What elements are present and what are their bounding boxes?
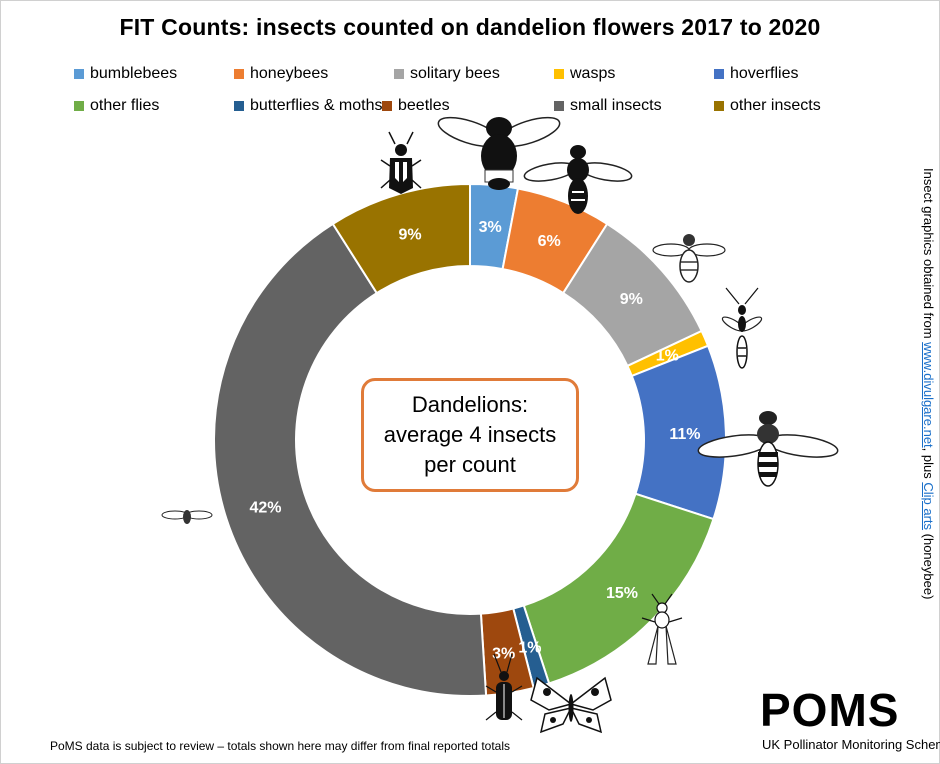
poms-logo-subtitle: UK Pollinator Monitoring Scheme [762,737,940,752]
legend-label: small insects [570,97,662,114]
legend-label: beetles [398,97,450,114]
legend-item-small-insects: small insects [554,97,662,115]
slice-label: 1% [518,639,541,656]
legend-label: other insects [730,97,821,114]
legend-item-honeybees: honeybees [234,65,328,83]
credit-suffix: (honeybee) [921,530,936,600]
slice-other-insects [331,182,471,295]
slice-label: 15% [606,585,638,602]
divulgare-link[interactable]: www.divulgare.net [921,342,936,448]
slice-label: 42% [250,499,282,516]
legend-swatch [714,69,724,79]
legend-label: butterflies & moths [250,97,383,114]
legend-swatch [394,69,404,79]
legend-item-other-flies: other flies [74,97,159,115]
legend-swatch [74,101,84,111]
legend-item-beetles: beetles [382,97,450,115]
legend-item-hoverflies: hoverflies [714,65,798,83]
center-annotation-line: per count [424,452,516,477]
slice-label: 3% [492,645,515,662]
legend-label: solitary bees [410,65,500,82]
legend-item-solitary-bees: solitary bees [394,65,500,83]
image-credit-text: Insect graphics obtained from www.divulg… [921,168,936,599]
honeybee-icon [523,145,633,214]
legend-swatch [554,69,564,79]
longhorn-beetle-icon [485,653,523,721]
bumblebee-icon [437,116,561,190]
legend-swatch [234,69,244,79]
center-annotation-line: Dandelions: [411,392,529,417]
legend-swatch [74,69,84,79]
slice-label: 9% [398,227,421,244]
legend-item-wasps: wasps [554,65,615,83]
slice-label: 3% [479,219,502,236]
legend-label: other flies [90,97,160,114]
legend-label: hoverflies [730,65,799,82]
legend-swatch [234,101,244,111]
legend-item-other-insects: other insects [714,97,821,115]
beetle-icon [380,131,422,194]
slice-label: 6% [538,233,561,250]
legend-item-bumblebees: bumblebees [74,65,177,83]
legend-item-butterflies-moths: butterflies & moths [234,97,383,115]
legend-label: wasps [570,65,616,82]
credit-middle: , plus [921,447,936,483]
legend-swatch [554,101,564,111]
chart-title: FIT Counts: insects counted on dandelion… [119,14,821,40]
slice-label: 1% [656,348,679,365]
legend-label: bumblebees [90,65,178,82]
slice-label: 11% [669,426,700,443]
center-annotation-line: average 4 insects [383,422,557,447]
butterfly-icon [530,676,612,734]
poms-logo-word: POMS [760,684,900,736]
clip-arts-link[interactable]: Clip arts [921,482,936,531]
legend-label: honeybees [250,65,329,82]
donut-slice-labels: 3%6%9%1%11%15%1%3%42%9% [250,219,701,662]
center-annotation: Dandelions: average 4 insects per count [361,378,579,492]
donut-slices [213,182,727,697]
legend-swatch [714,101,724,111]
legend-swatch [382,101,392,111]
wasp-icon [721,287,763,369]
slice-small-insects [213,222,488,697]
hoverfly-icon [697,411,839,487]
data-disclaimer: PoMS data is subject to review – totals … [50,739,510,753]
poms-logo: POMS UK Pollinator Monitoring Scheme [760,684,940,756]
other-fly-icon [641,593,683,665]
image-credit: Insect graphics obtained from www.divulg… [918,168,938,618]
small-insect-icon [161,510,213,524]
solitary-bee-icon [652,234,726,283]
credit-prefix: Insect graphics obtained from [921,168,936,343]
slice-label: 9% [620,291,643,308]
